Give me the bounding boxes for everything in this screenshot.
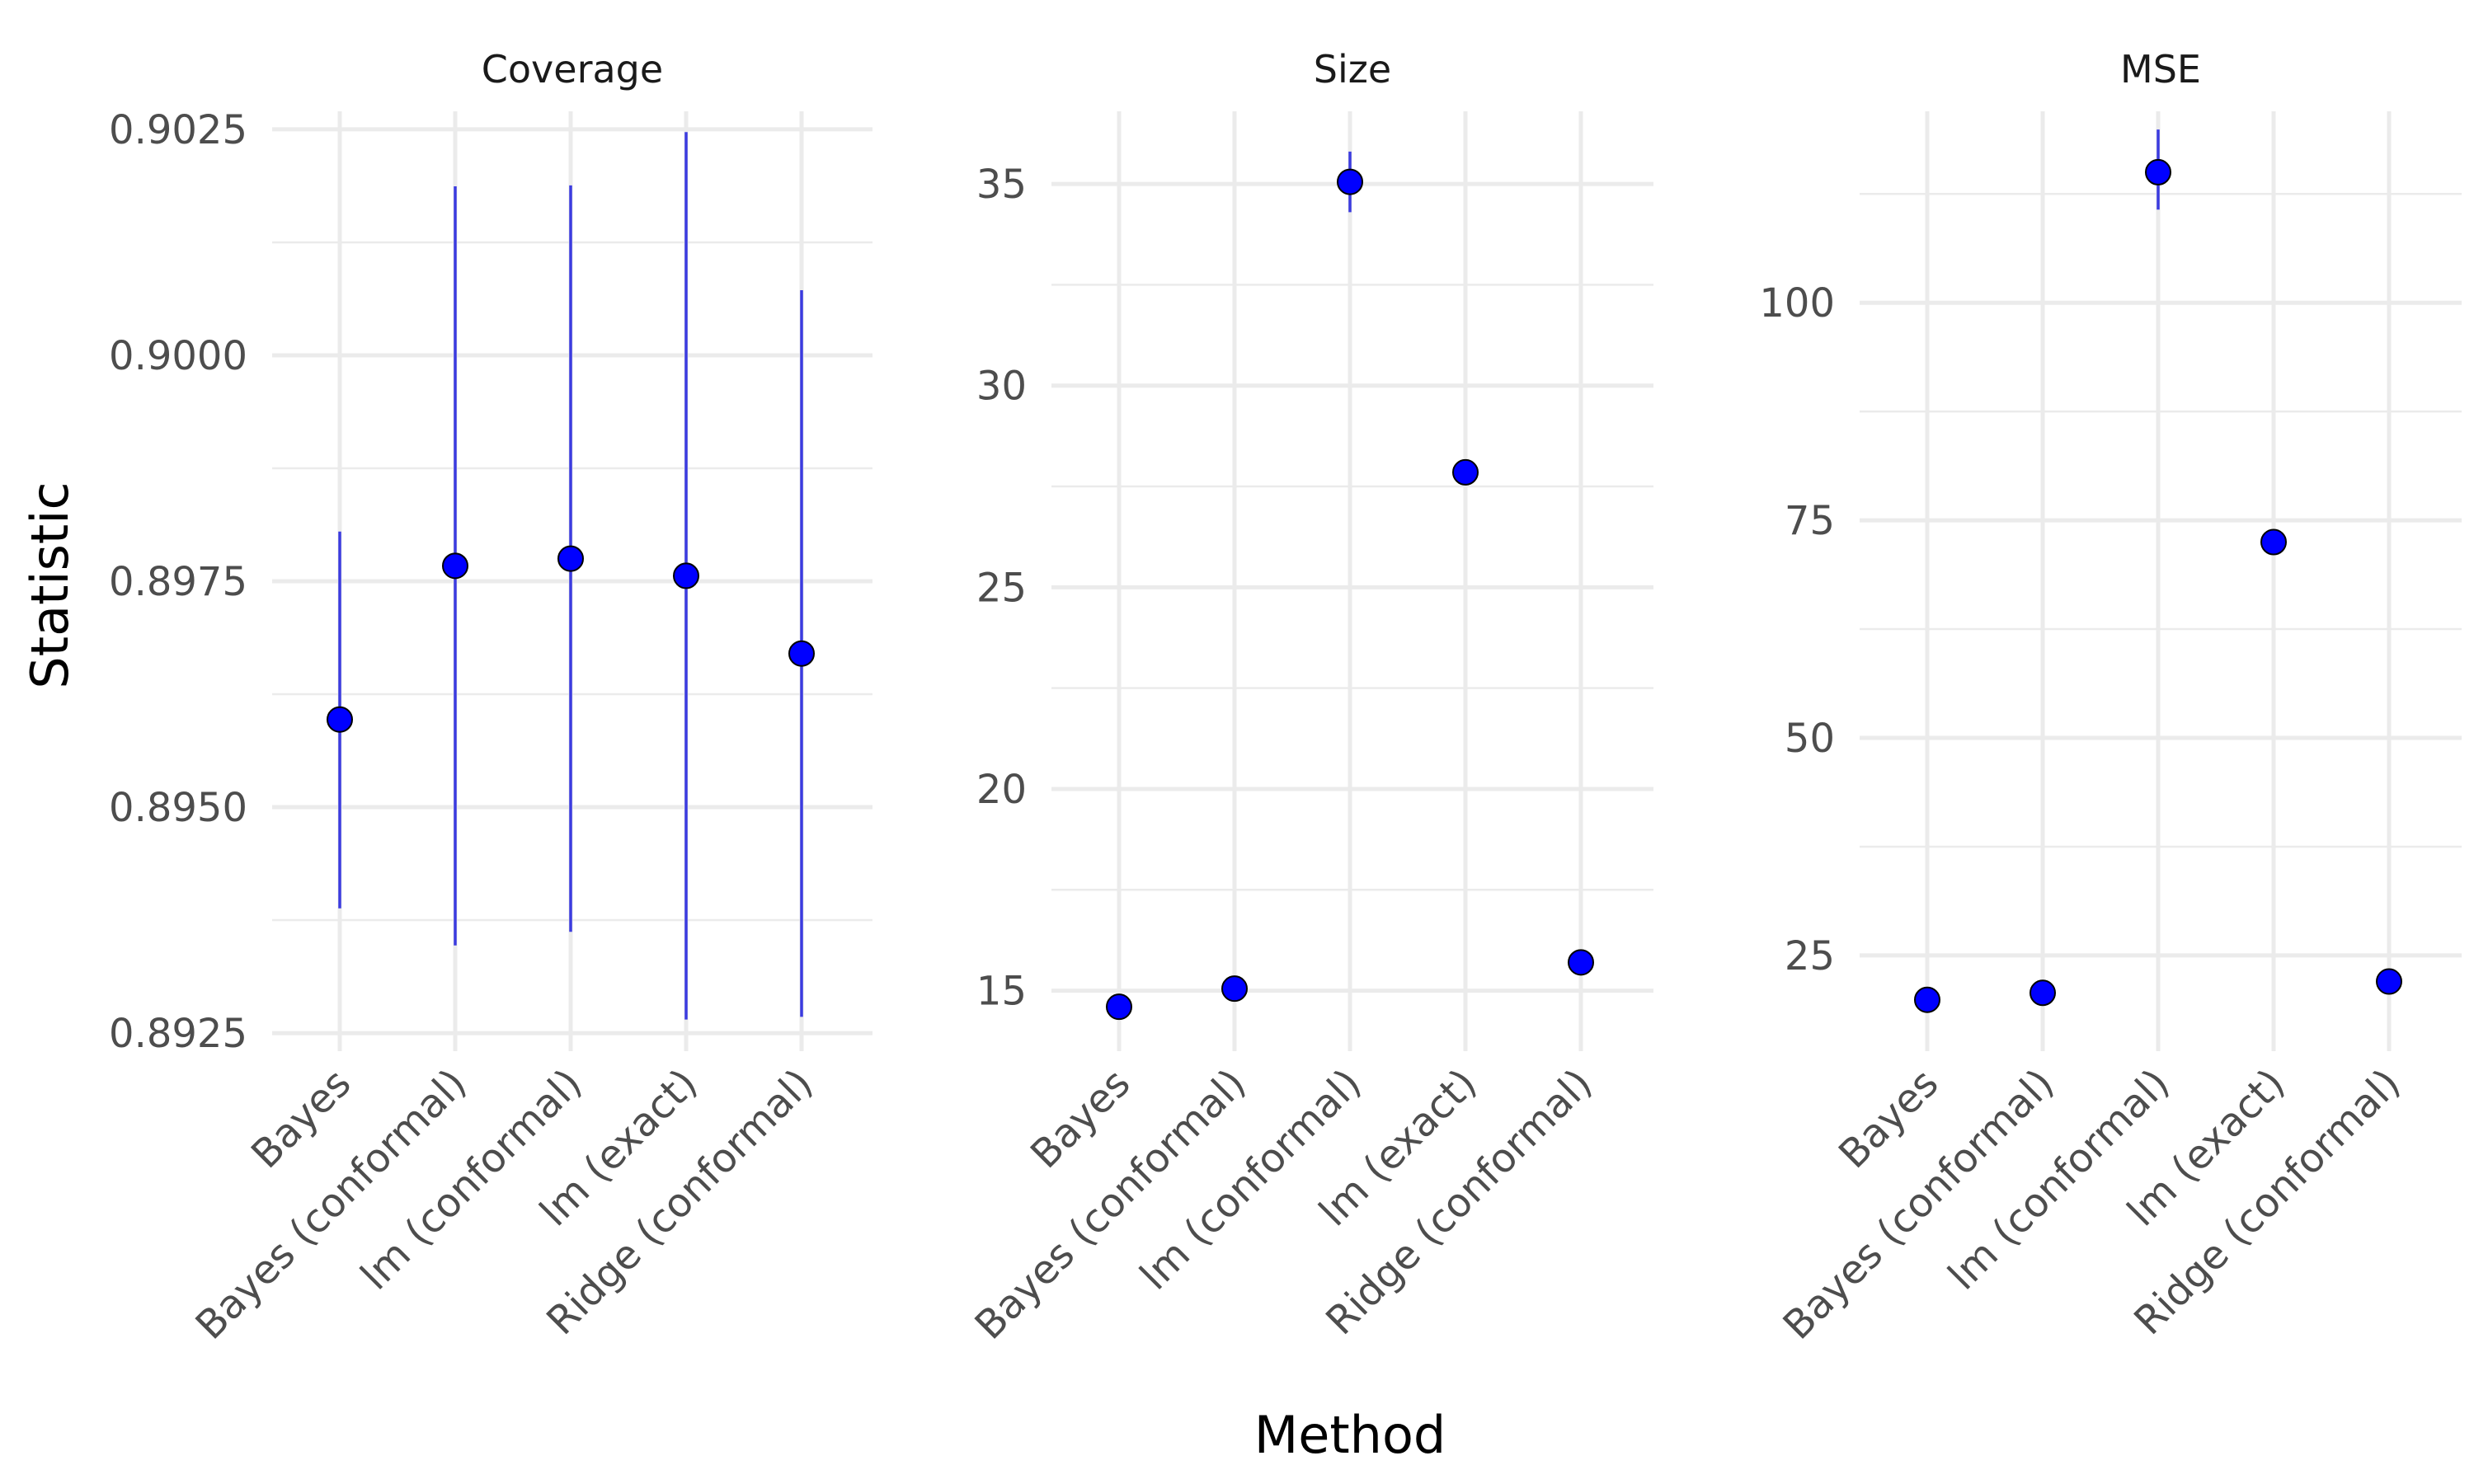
y-tick-label: 15 [976,969,1027,1015]
y-tick-label: 0.8925 [109,1011,247,1057]
y-tick-label: 100 [1759,280,1835,326]
data-point [442,552,468,580]
y-tick-label: 0.9000 [109,333,247,379]
y-tick-label: 0.8975 [109,559,247,605]
y-tick-label: 30 [976,364,1027,410]
data-point [673,562,699,589]
data-point [327,706,353,733]
data-point [1337,168,1363,195]
y-tick-label: 25 [1785,933,1835,979]
data-point [1221,975,1248,1003]
y-tick-label: 0.8950 [109,785,247,831]
data-point [1106,993,1132,1021]
y-axis-title: Statistic [20,481,80,688]
data-point [788,640,815,667]
x-axis-title: Method [1254,1405,1446,1465]
panel-title: Coverage [482,47,663,92]
panel-title: MSE [2120,47,2201,92]
y-tick-label: 50 [1785,716,1835,762]
data-point [1568,949,1594,976]
data-point [557,545,584,572]
data-point [1914,986,1940,1013]
data-point [2030,979,2056,1007]
y-tick-label: 25 [976,565,1027,611]
data-point [2376,968,2402,995]
panel-title: Size [1314,47,1391,92]
y-tick-label: 0.9025 [109,107,247,153]
data-point [1452,458,1479,486]
data-point [2145,158,2171,186]
y-tick-label: 20 [976,767,1027,813]
y-tick-label: 35 [976,162,1027,208]
data-point [2260,528,2287,556]
y-tick-label: 75 [1785,498,1835,544]
